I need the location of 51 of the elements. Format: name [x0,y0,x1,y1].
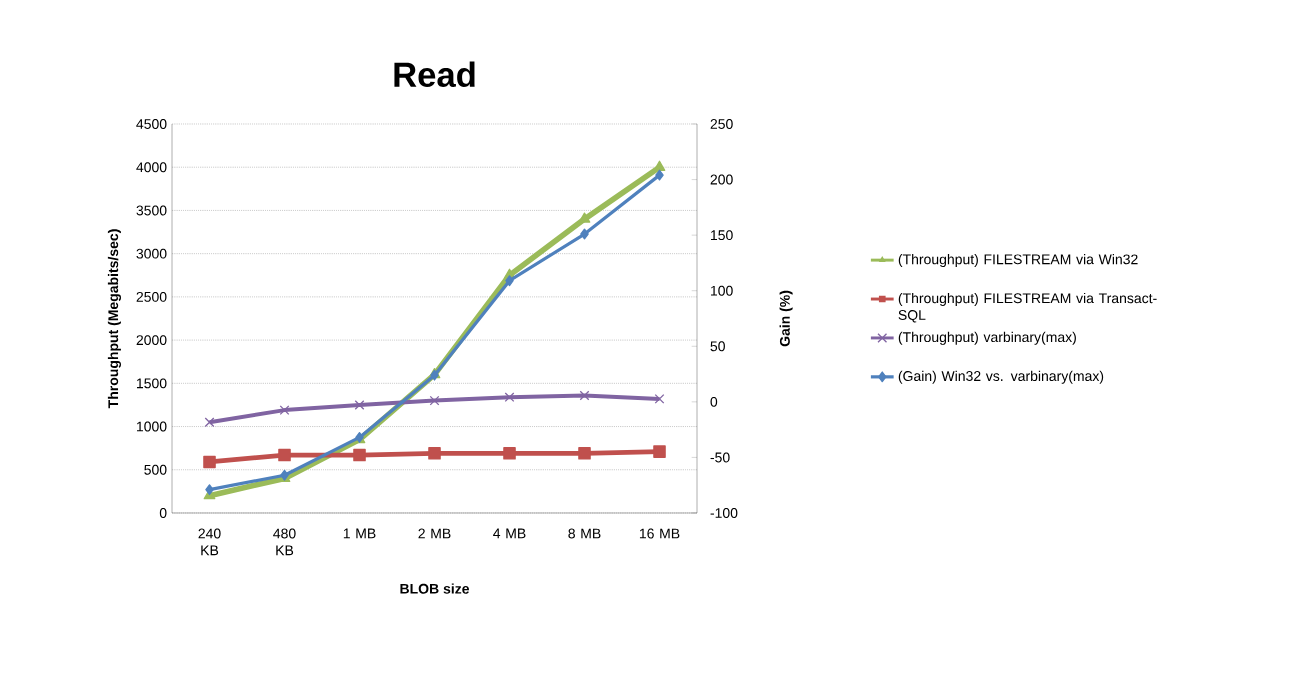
y-tick-label: 4500 [136,119,167,129]
y-tick-label: 3000 [136,248,167,259]
point [204,417,215,428]
y-tick-label: 2500 [136,291,167,302]
point [504,392,515,403]
x-tick-label: 2 MB [418,528,451,539]
y-tick-label: 1000 [137,421,167,432]
y-tick-label: 3500 [136,205,167,216]
y2-tick-label: -100 [710,508,738,518]
legend-label: (Gain) Win32 vs. varbinary(max) [898,370,1104,384]
point [429,395,440,406]
point [580,228,589,240]
y2-tick-label: 150 [711,230,733,241]
x-tick-label: 240 KB [198,528,221,556]
point [578,447,591,460]
y-tick-label: 1500 [137,378,167,389]
y2-tick-label: 250 [710,119,733,129]
point [655,169,664,181]
point [353,448,366,462]
point [579,390,590,401]
y-tick-label: 2000 [136,335,167,346]
point [205,484,214,496]
y-tick-label: 4000 [136,162,167,173]
y-tick-label: 0 [159,508,167,518]
y2-tick-label: 50 [710,341,725,352]
point [654,393,665,404]
point [354,400,365,410]
point [428,447,441,460]
x-axis-title: BLOB size [400,583,470,594]
x-tick-label: 1 MB [343,528,376,539]
y-axis-title: Throughput (Megabits/sec) [107,229,121,409]
y2-tick-label: 100 [711,285,733,296]
point [505,275,514,287]
y2-tick-label: 0 [710,396,718,407]
legend-label: (Throughput) varbinary(max) [898,331,1076,345]
point [279,405,290,416]
point [653,445,666,458]
chart-title: Read [394,61,475,88]
y-tick-label: 500 [144,464,167,475]
x-tick-label: 8 MB [568,528,601,539]
legend-label: (Throughput) FILESTREAM via Win32 [898,254,1138,268]
point [503,447,516,460]
y2-tick-label: -50 [710,452,730,463]
legend-label: (Throughput) FILESTREAM via Transact-SQL [898,292,1157,323]
x-tick-label: 4 MB [493,528,526,539]
x-tick-label: 480 KB [273,528,296,556]
y2-tick-label: 200 [710,174,733,185]
point [203,455,216,469]
y2-axis-title: Gain (%) [779,290,793,347]
x-tick-label: 16 MB [639,528,680,539]
point [278,448,291,462]
